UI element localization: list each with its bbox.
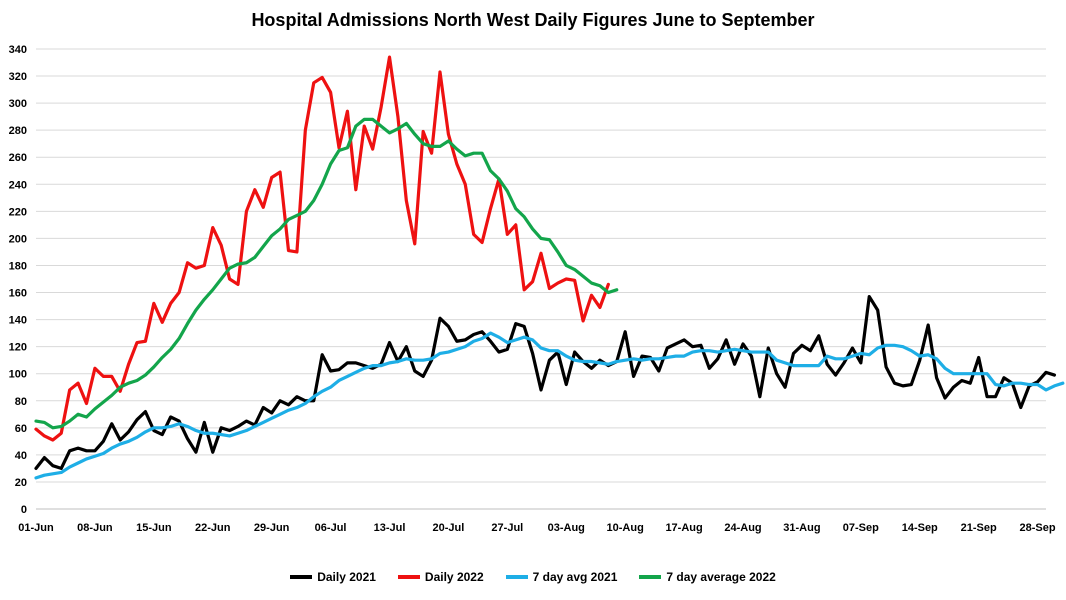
gridlines (36, 48, 1046, 510)
y-tick-label: 320 (9, 71, 27, 83)
legend-label-7day-2022: 7 day average 2022 (666, 570, 776, 584)
legend-item-daily-2021: Daily 2021 (290, 570, 376, 584)
y-tick-label: 100 (9, 369, 27, 381)
y-tick-label: 40 (15, 450, 27, 462)
y-tick-label: 120 (9, 342, 27, 354)
series-line-7-day-average-2022 (34, 117, 619, 430)
x-tick-label: 10-Aug (607, 522, 644, 534)
y-tick-label: 0 (21, 504, 27, 516)
x-tick-label: 01-Jun (18, 522, 54, 534)
series-line-daily-2021 (34, 294, 1057, 471)
series-line-daily-2022 (34, 55, 610, 442)
y-tick-label: 20 (15, 477, 27, 489)
x-tick-label: 17-Aug (665, 522, 702, 534)
x-tick-label: 27-Jul (491, 522, 523, 534)
legend-swatch-7day-2021 (505, 575, 528, 579)
y-tick-label: 200 (9, 233, 27, 245)
x-tick-label: 08-Jun (77, 522, 113, 534)
series-line-7-day-avg-2021 (34, 331, 1065, 480)
y-tick-label: 80 (15, 396, 27, 408)
x-tick-label: 21-Sep (961, 522, 997, 534)
x-tick-label: 28-Sep (1020, 522, 1056, 534)
y-tick-label: 160 (9, 288, 27, 300)
x-tick-label: 07-Sep (843, 522, 879, 534)
legend-swatch-7day-2022 (639, 575, 662, 579)
x-tick-label: 14-Sep (902, 522, 938, 534)
legend-item-7day-2021: 7 day avg 2021 (505, 570, 618, 584)
y-tick-label: 300 (9, 98, 27, 110)
y-axis: 0 20 40 60 80 100 120 140 160 180 200 220 240 260 280 3… (9, 44, 27, 516)
x-tick-label: 20-Jul (433, 522, 465, 534)
y-tick-label: 180 (9, 260, 27, 272)
legend-label-daily-2022: Daily 2022 (424, 570, 484, 584)
x-tick-label: 06-Jul (315, 522, 347, 534)
x-tick-label: 15-Jun (136, 522, 172, 534)
y-tick-label: 280 (9, 125, 27, 137)
x-tick-label: 31-Aug (783, 522, 820, 534)
x-tick-label: 24-Aug (724, 522, 761, 534)
legend: Daily 2021 Daily 2022 7 day avg 2021 7 d… (0, 570, 1066, 584)
y-tick-label: 220 (9, 206, 27, 218)
legend-label-7day-2021: 7 day avg 2021 (532, 570, 618, 584)
legend-swatch-daily-2021 (290, 575, 313, 579)
x-tick-label: 03-Aug (548, 522, 585, 534)
x-tick-label: 22-Jun (195, 522, 231, 534)
y-tick-label: 340 (9, 44, 27, 56)
legend-swatch-daily-2022 (397, 575, 420, 579)
y-tick-label: 140 (9, 315, 27, 327)
legend-label-daily-2021: Daily 2021 (317, 570, 376, 584)
y-tick-label: 60 (15, 423, 27, 435)
y-tick-label: 260 (9, 152, 27, 164)
chart-title: Hospital Admissions North West Daily Fig… (251, 10, 815, 30)
series-lines (34, 55, 1065, 480)
x-tick-label: 29-Jun (254, 522, 290, 534)
legend-item-7day-2022: 7 day average 2022 (639, 570, 776, 584)
legend-item-daily-2022: Daily 2022 (397, 570, 484, 584)
y-tick-label: 240 (9, 179, 27, 191)
x-axis: 01-Jun 08-Jun 15-Jun 22-Jun 29-Jun 06-Jul 13-J… (18, 508, 1056, 534)
x-tick-label: 13-Jul (374, 522, 406, 534)
